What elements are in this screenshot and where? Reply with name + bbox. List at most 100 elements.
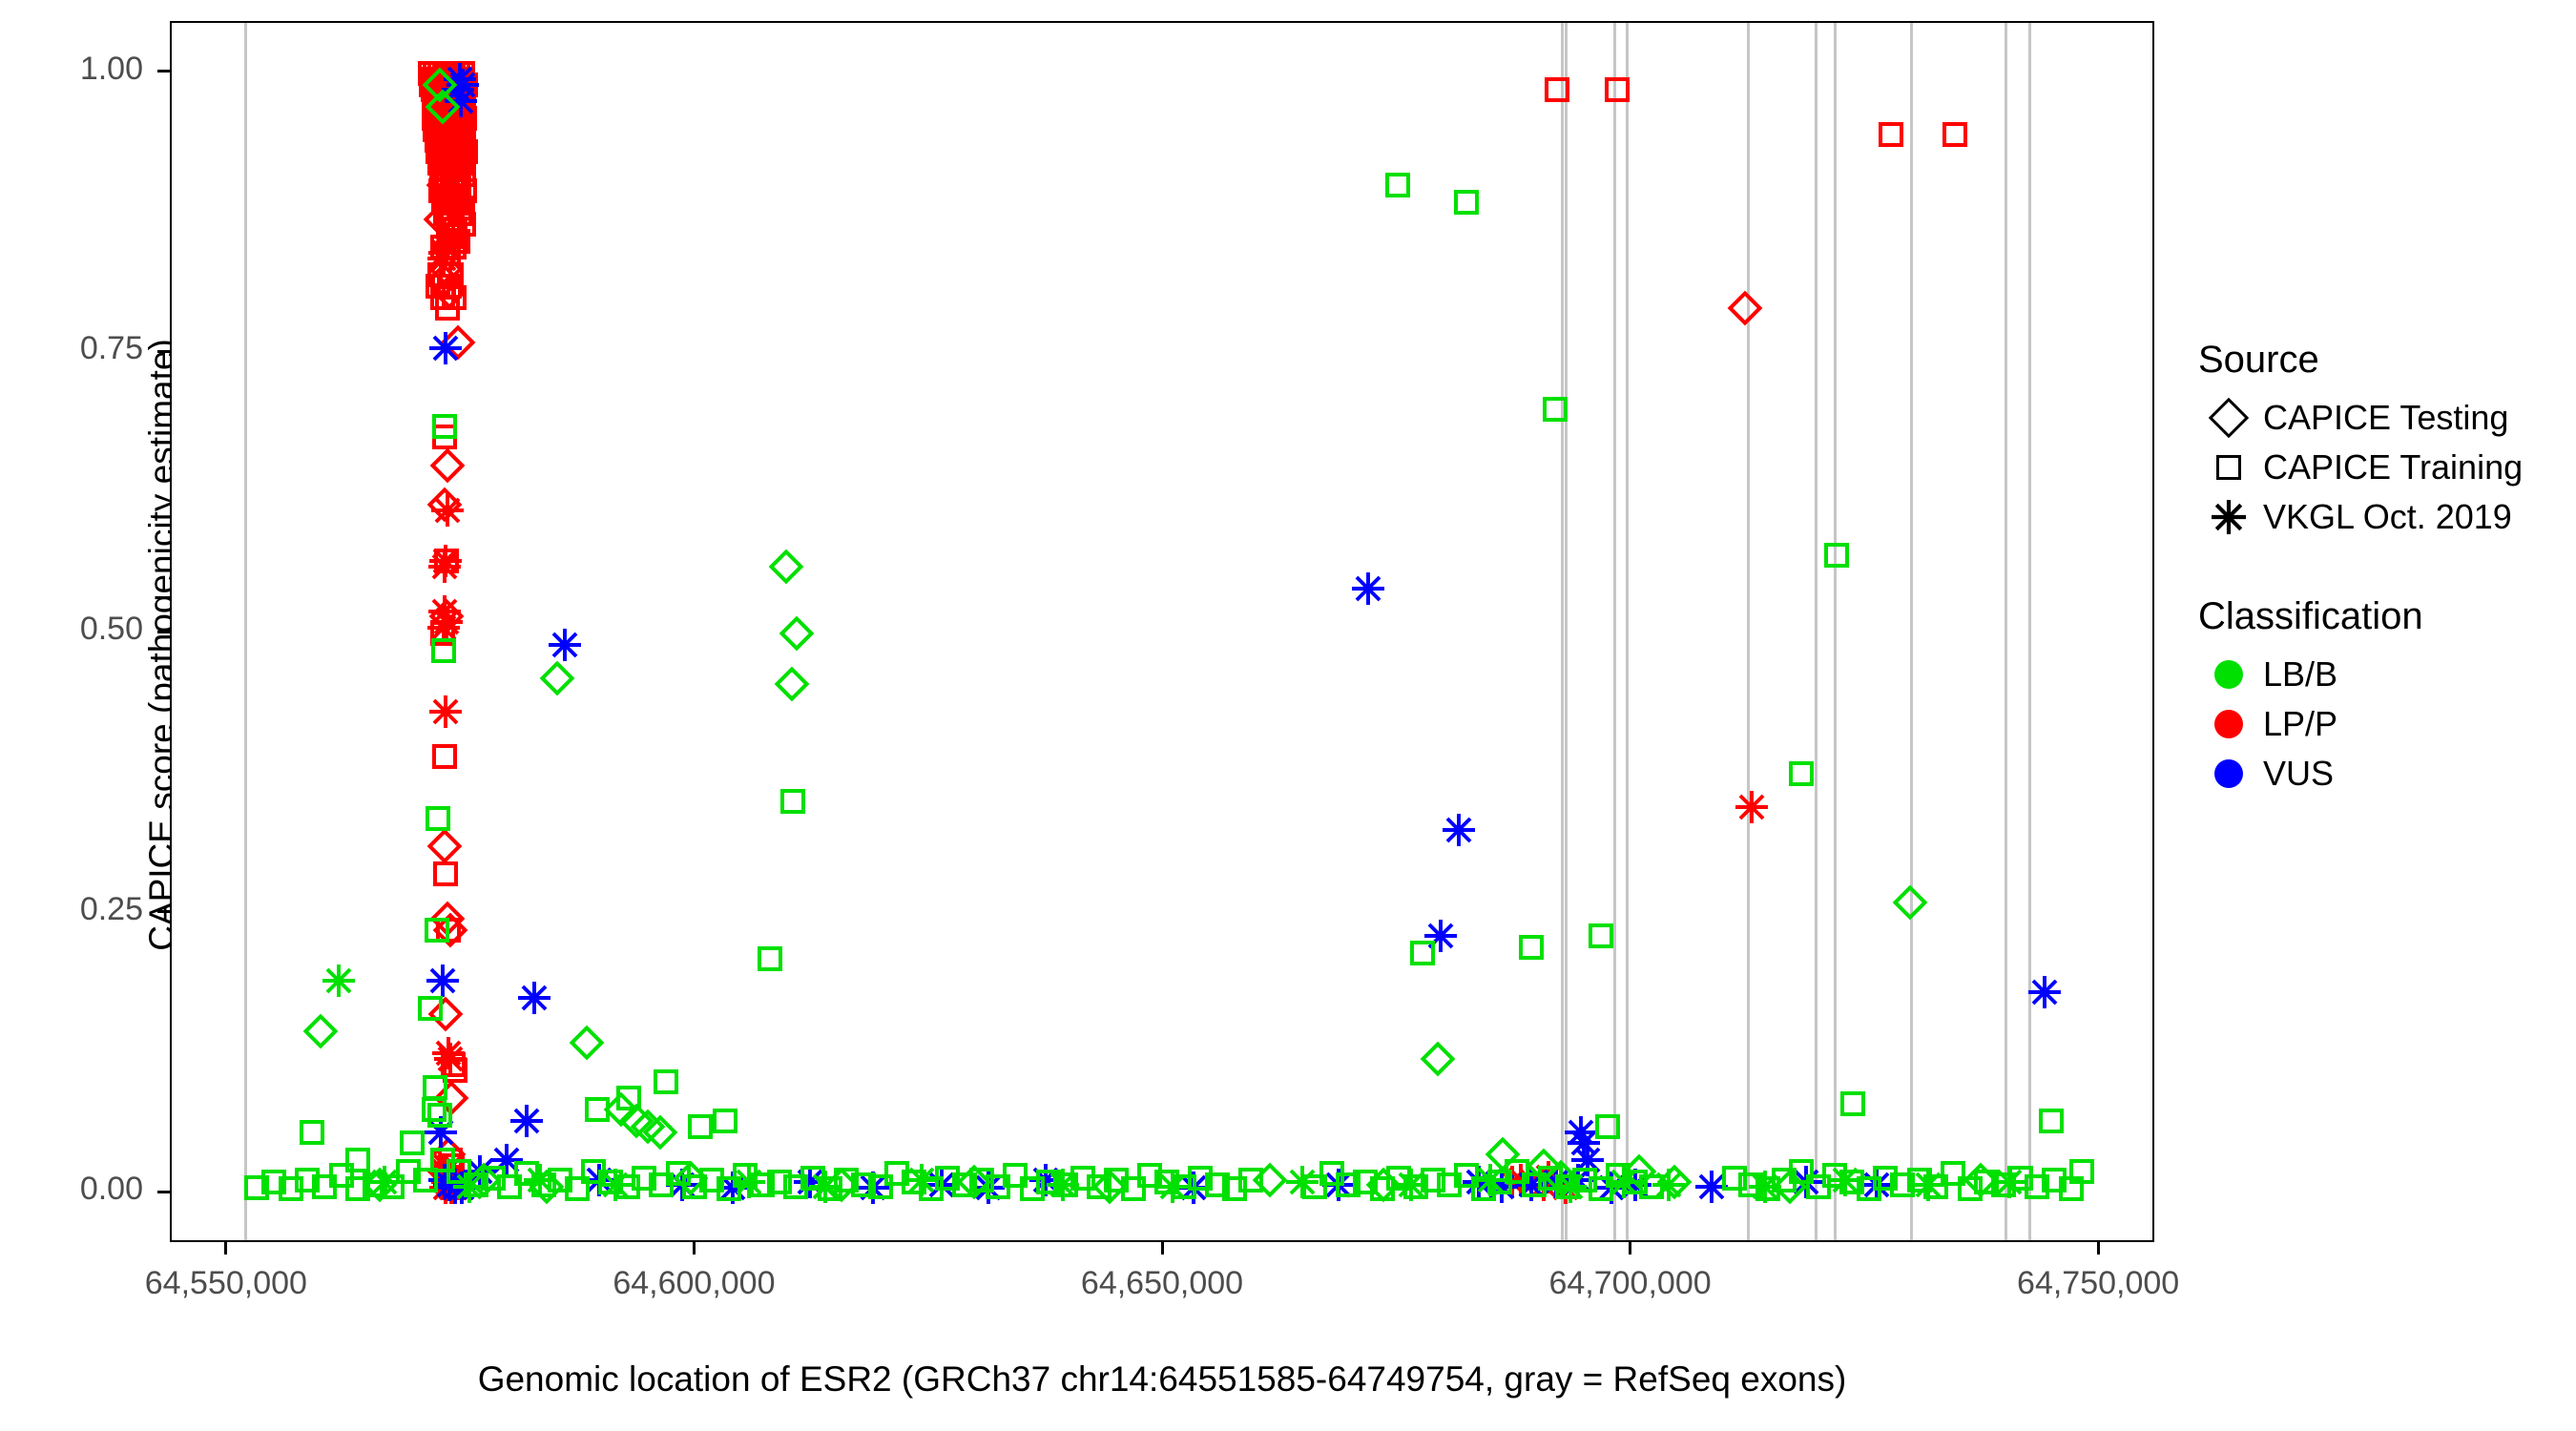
- legend-item[interactable]: VUS: [2194, 749, 2576, 798]
- data-point: [1518, 934, 1544, 960]
- data-point: [345, 1147, 371, 1172]
- data-point: [1521, 1172, 1547, 1197]
- data-point: [1087, 1174, 1112, 1200]
- legend-item[interactable]: CAPICE Training: [2194, 443, 2576, 492]
- data-point: [1567, 1127, 1600, 1160]
- data-point: [421, 1097, 447, 1123]
- data-point: [1829, 1164, 1862, 1197]
- legend-key: [2194, 749, 2263, 798]
- data-point: [517, 981, 551, 1014]
- data-point: [1336, 1172, 1361, 1197]
- data-point: [1120, 1176, 1146, 1202]
- x-tick-mark: [1160, 1242, 1164, 1255]
- data-point: [260, 1170, 286, 1195]
- data-point: [2025, 1174, 2050, 1200]
- y-tick-mark: [157, 70, 170, 73]
- data-point: [654, 1068, 679, 1094]
- data-point: [430, 447, 466, 484]
- data-point: [1553, 1171, 1587, 1204]
- data-point: [766, 1170, 792, 1195]
- x-tick-mark: [1629, 1242, 1632, 1255]
- exon-line-10: [2004, 23, 2007, 1240]
- data-point: [435, 296, 461, 321]
- data-point: [1721, 1165, 1747, 1191]
- x-tick-mark: [224, 1242, 228, 1255]
- data-point: [497, 1174, 523, 1200]
- data-point: [1607, 1166, 1640, 1199]
- data-point: [733, 1166, 766, 1199]
- square-outline-icon: [2216, 455, 2241, 480]
- data-point: [716, 1176, 741, 1202]
- data-point: [768, 549, 803, 584]
- data-point: [429, 331, 463, 364]
- data-point: [599, 1168, 633, 1201]
- data-point: [445, 85, 478, 118]
- legend-title-source: Source: [2198, 339, 2319, 381]
- data-point: [431, 744, 457, 770]
- data-point: [682, 1174, 708, 1200]
- data-point: [1545, 77, 1570, 103]
- exon-line-7: [1815, 23, 1818, 1240]
- exon-line-2: [1561, 23, 1565, 1240]
- exon-line-11: [2028, 23, 2032, 1240]
- data-point: [1879, 122, 1904, 148]
- data-point: [867, 1174, 893, 1200]
- exon-line-8: [1833, 23, 1837, 1240]
- asterisk-icon: [2212, 500, 2246, 534]
- data-point: [1443, 813, 1476, 846]
- data-point: [302, 1013, 339, 1049]
- data-point: [453, 1171, 486, 1204]
- x-tick-label: 64,700,000: [1548, 1265, 1712, 1301]
- data-point: [968, 1168, 994, 1193]
- legend-label: LB/B: [2263, 654, 2338, 694]
- legend-item[interactable]: VKGL Oct. 2019: [2194, 492, 2576, 542]
- legend-label: VKGL Oct. 2019: [2263, 497, 2512, 536]
- legend-label: LP/P: [2263, 704, 2338, 743]
- data-point: [1474, 1164, 1507, 1197]
- data-point: [1543, 397, 1568, 423]
- data-point: [431, 413, 457, 439]
- data-point: [1019, 1176, 1045, 1202]
- data-point: [1873, 1165, 1899, 1191]
- exon-line-9: [1910, 23, 1914, 1240]
- data-point: [425, 805, 450, 831]
- data-point: [1992, 1166, 2025, 1199]
- y-tick-mark: [157, 349, 170, 353]
- data-point: [1840, 1091, 1866, 1117]
- data-point: [1639, 1174, 1665, 1200]
- data-point: [1421, 1041, 1456, 1077]
- data-point: [935, 1165, 961, 1191]
- data-point: [432, 1037, 466, 1070]
- data-point: [779, 615, 815, 652]
- y-tick-label: 0.00: [79, 1171, 143, 1208]
- data-point: [851, 1172, 877, 1197]
- legend-title-classification: Classification: [2198, 595, 2423, 637]
- data-point: [1789, 1158, 1815, 1184]
- y-tick-label: 0.25: [79, 890, 143, 927]
- y-tick-mark: [157, 910, 170, 914]
- exon-line-5: [1626, 23, 1630, 1240]
- data-point: [549, 628, 582, 661]
- data-point: [367, 1166, 401, 1199]
- legend-key: [2194, 650, 2263, 699]
- data-point: [1409, 940, 1435, 965]
- diamond-outline-icon: [2208, 397, 2250, 439]
- data-point: [1942, 122, 1968, 148]
- legend-item[interactable]: CAPICE Testing: [2194, 393, 2576, 443]
- data-point: [422, 1074, 447, 1100]
- legend-label: CAPICE Training: [2263, 447, 2524, 487]
- data-point: [424, 918, 449, 944]
- y-tick-label: 0.75: [79, 330, 143, 367]
- data-point: [1453, 1163, 1479, 1189]
- plot-panel: [170, 21, 2154, 1242]
- data-point: [615, 1086, 641, 1111]
- data-point: [1604, 77, 1630, 103]
- x-tick-label: 64,550,000: [144, 1265, 307, 1301]
- legend-item[interactable]: LP/P: [2194, 699, 2576, 749]
- data-point: [1991, 1172, 2017, 1197]
- legend-item[interactable]: LB/B: [2194, 650, 2576, 699]
- y-tick-mark: [157, 630, 170, 633]
- data-point: [834, 1168, 860, 1193]
- data-point: [712, 1108, 737, 1133]
- data-point: [1504, 1158, 1529, 1184]
